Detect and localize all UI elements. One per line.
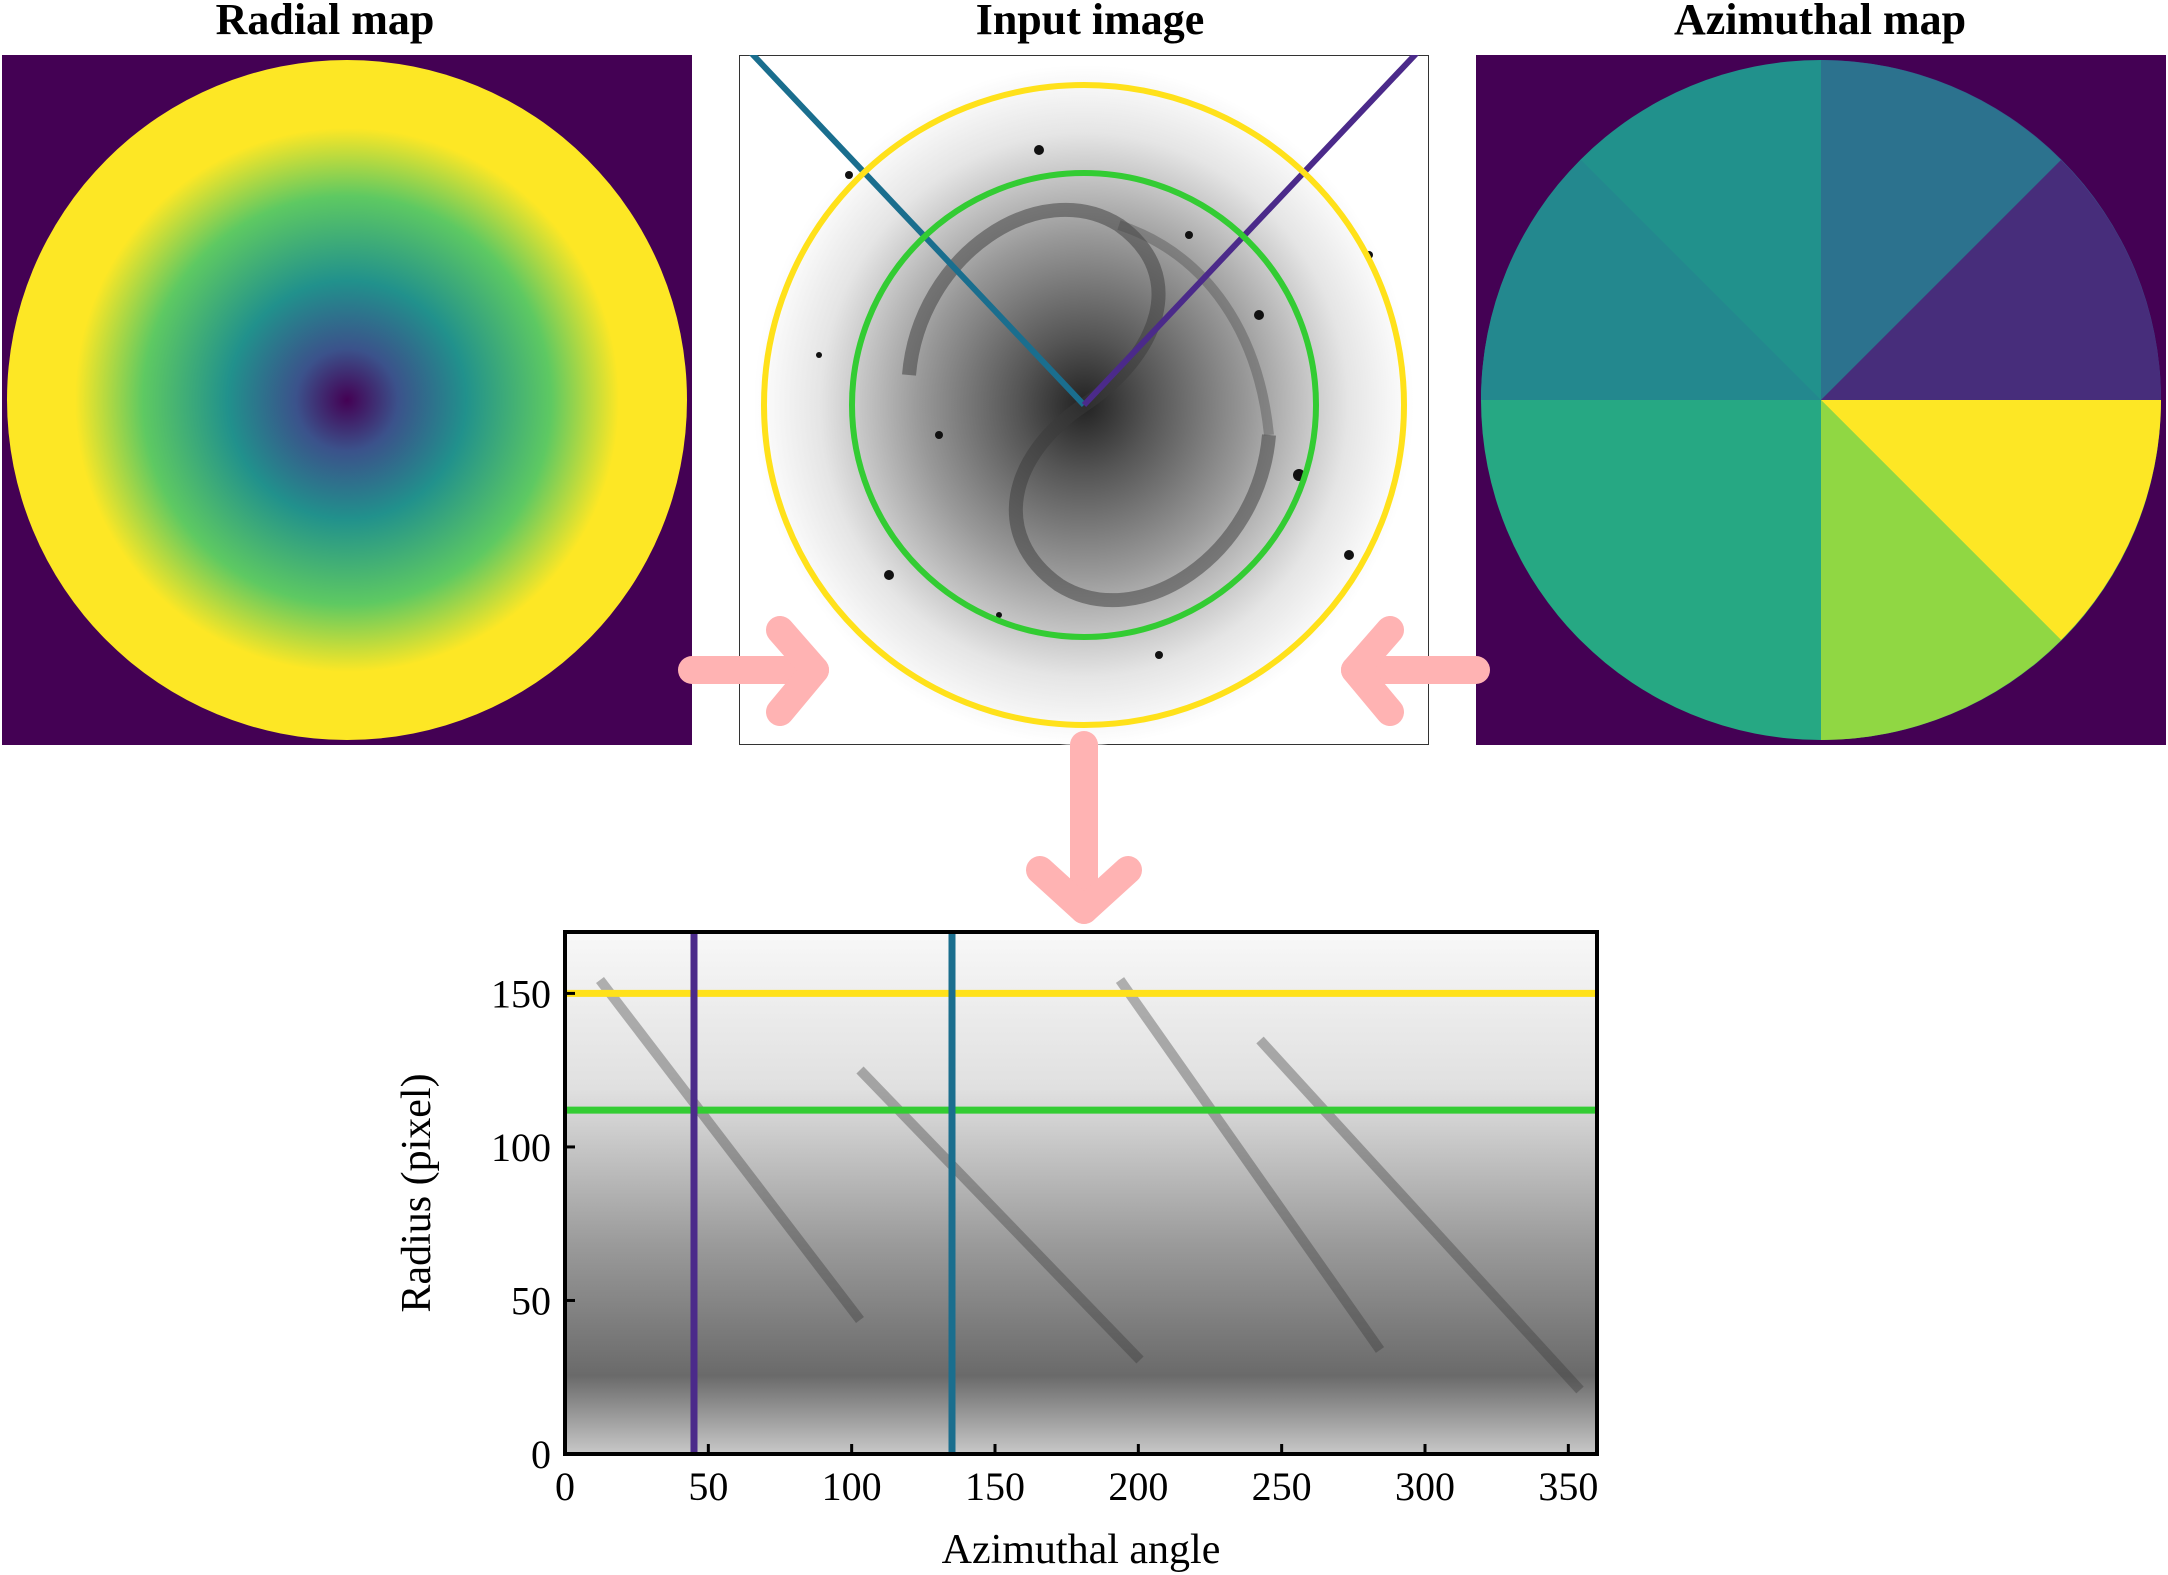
chart-frame	[563, 930, 1599, 1456]
azimuthal-disc	[1481, 60, 2161, 740]
radial-map	[2, 55, 692, 745]
yellow-circle	[761, 82, 1407, 728]
x-tick-label: 100	[822, 1464, 882, 1509]
x-tick-label: 0	[555, 1464, 575, 1509]
purple-ray	[1081, 55, 1419, 408]
arrow-left	[1341, 616, 1490, 726]
x-tick-label: 150	[965, 1464, 1025, 1509]
green-circle	[849, 170, 1319, 640]
arrow-down	[1026, 731, 1142, 924]
radial-disc	[7, 60, 687, 740]
y-tick-label: 150	[491, 971, 551, 1016]
x-tick-label: 50	[688, 1464, 728, 1509]
azimuthal-map-title: Azimuthal map	[1673, 0, 1967, 44]
polar-unwrapped-chart: 0 50 100 150 200 250 300 350 0 50 100 150 Azimutha…	[394, 930, 1599, 1573]
x-tick-label: 300	[1395, 1464, 1455, 1509]
arrow-right	[678, 616, 829, 726]
input-image-title: Input image	[975, 0, 1205, 44]
y-axis-label: Radius (pixel)	[394, 1073, 440, 1312]
azimuthal-map	[1476, 55, 2166, 745]
input-image	[739, 55, 1429, 745]
teal-ray	[749, 55, 1087, 408]
y-tick-label: 50	[511, 1278, 551, 1323]
x-tick-label: 350	[1538, 1464, 1598, 1509]
radial-map-title: Radial map	[215, 0, 435, 44]
y-tick-label: 100	[491, 1125, 551, 1170]
x-tick-label: 250	[1252, 1464, 1312, 1509]
y-tick-label: 0	[531, 1432, 551, 1477]
x-tick-label: 200	[1108, 1464, 1168, 1509]
x-axis-label: Azimuthal angle	[942, 1527, 1221, 1573]
chart-image	[565, 932, 1597, 1454]
